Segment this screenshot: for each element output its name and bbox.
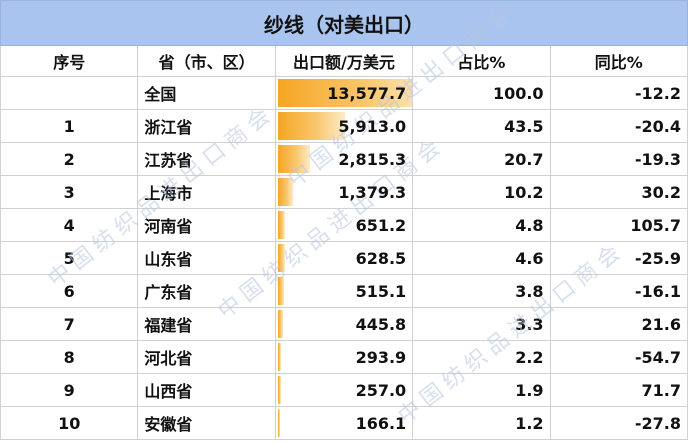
table-row: 7 福建省 445.8 3.3 21.6 (0, 307, 688, 341)
cell-province: 江苏省 (137, 142, 276, 176)
cell-yoy: -54.7 (549, 340, 688, 374)
value-data-bar (277, 277, 284, 305)
cell-province: 浙江省 (137, 109, 276, 143)
cell-value: 257.0 (274, 373, 414, 407)
table-row: 5 山东省 628.5 4.6 -25.9 (0, 241, 688, 275)
table-row: 3 上海市 1,379.3 10.2 30.2 (0, 175, 688, 209)
cell-yoy: -25.9 (549, 241, 688, 275)
cell-province: 河南省 (137, 208, 276, 242)
cell-share: 10.2 (412, 175, 551, 209)
cell-rank: 5 (0, 241, 139, 275)
value-text: 628.5 (355, 248, 407, 268)
cell-rank: 4 (0, 208, 139, 242)
cell-share: 43.5 (412, 109, 551, 143)
cell-value: 2,815.3 (274, 142, 414, 176)
cell-province: 河北省 (137, 340, 276, 374)
cell-yoy: 71.7 (549, 373, 688, 407)
cell-yoy: 105.7 (549, 208, 688, 242)
cell-value: 628.5 (274, 241, 414, 275)
table-row: 9 山西省 257.0 1.9 71.7 (0, 373, 688, 407)
value-data-bar (277, 409, 280, 437)
table-title: 纱线（对美出口） (0, 0, 688, 46)
cell-share: 4.6 (412, 241, 551, 275)
cell-value: 651.2 (274, 208, 414, 242)
value-data-bar (277, 310, 283, 338)
cell-rank: 2 (0, 142, 139, 176)
cell-value: 1,379.3 (274, 175, 414, 209)
cell-value: 166.1 (274, 406, 414, 440)
table-row: 2 江苏省 2,815.3 20.7 -19.3 (0, 142, 688, 176)
value-data-bar (277, 343, 282, 371)
cell-share: 1.9 (412, 373, 551, 407)
value-data-bar (277, 145, 310, 173)
table-row: 10 安徽省 166.1 1.2 -27.8 (0, 406, 688, 440)
cell-value: 5,913.0 (274, 109, 414, 143)
value-text: 166.1 (355, 413, 407, 433)
cell-rank: 6 (0, 274, 139, 308)
value-text: 2,815.3 (338, 149, 407, 169)
cell-province: 福建省 (137, 307, 276, 341)
cell-province: 上海市 (137, 175, 276, 209)
cell-share: 1.2 (412, 406, 551, 440)
value-data-bar (277, 244, 285, 272)
cell-yoy: -20.4 (549, 109, 688, 143)
cell-share: 4.8 (412, 208, 551, 242)
value-data-bar (277, 211, 286, 239)
cell-yoy: 30.2 (549, 175, 688, 209)
value-text: 515.1 (355, 281, 407, 301)
value-text: 445.8 (355, 314, 407, 334)
cell-rank (0, 76, 139, 110)
cell-value: 13,577.7 (274, 76, 414, 110)
cell-share: 3.3 (412, 307, 551, 341)
cell-rank: 7 (0, 307, 139, 341)
cell-rank: 8 (0, 340, 139, 374)
table-row: 6 广东省 515.1 3.8 -16.1 (0, 274, 688, 308)
cell-rank: 10 (0, 406, 139, 440)
cell-yoy: 21.6 (549, 307, 688, 341)
table-row: 8 河北省 293.9 2.2 -54.7 (0, 340, 688, 374)
table-row: 1 浙江省 5,913.0 43.5 -20.4 (0, 109, 688, 143)
value-data-bar (277, 376, 281, 404)
cell-share: 2.2 (412, 340, 551, 374)
table-row: 全国 13,577.7 100.0 -12.2 (0, 76, 688, 110)
value-text: 257.0 (355, 380, 407, 400)
cell-yoy: -12.2 (549, 76, 688, 110)
cell-value: 515.1 (274, 274, 414, 308)
value-text: 13,577.7 (327, 83, 407, 103)
cell-yoy: -19.3 (549, 142, 688, 176)
cell-rank: 3 (0, 175, 139, 209)
value-data-bar (277, 112, 345, 140)
cell-yoy: -16.1 (549, 274, 688, 308)
header-row: 序号 省（市、区） 出口额/万美元 占比% 同比% (0, 45, 688, 77)
cell-value: 445.8 (274, 307, 414, 341)
header-share: 占比% (412, 45, 551, 77)
header-value: 出口额/万美元 (274, 45, 414, 77)
header-rank: 序号 (0, 45, 139, 77)
cell-share: 100.0 (412, 76, 551, 110)
header-province: 省（市、区） (137, 45, 276, 77)
value-data-bar (277, 79, 412, 107)
title-row: 纱线（对美出口） (0, 0, 688, 46)
cell-rank: 1 (0, 109, 139, 143)
value-text: 651.2 (355, 215, 407, 235)
cell-share: 3.8 (412, 274, 551, 308)
cell-yoy: -27.8 (549, 406, 688, 440)
table-row: 4 河南省 651.2 4.8 105.7 (0, 208, 688, 242)
cell-rank: 9 (0, 373, 139, 407)
value-data-bar (277, 178, 294, 206)
cell-share: 20.7 (412, 142, 551, 176)
value-text: 1,379.3 (338, 182, 407, 202)
value-text: 293.9 (355, 347, 407, 367)
cell-province: 广东省 (137, 274, 276, 308)
cell-province: 全国 (137, 76, 276, 110)
cell-province: 山西省 (137, 373, 276, 407)
value-text: 5,913.0 (338, 116, 407, 136)
header-yoy: 同比% (549, 45, 688, 77)
cell-value: 293.9 (274, 340, 414, 374)
cell-province: 山东省 (137, 241, 276, 275)
cell-province: 安徽省 (137, 406, 276, 440)
